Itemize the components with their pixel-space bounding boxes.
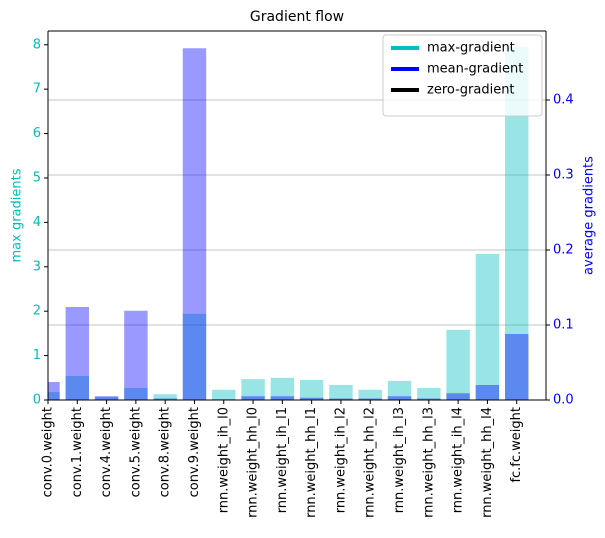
bar: [417, 398, 441, 400]
x-tick-label: rnn.weight_hh_l1: [304, 407, 319, 518]
legend-box: [382, 34, 543, 117]
bar: [212, 389, 236, 400]
bar: [446, 393, 470, 400]
x-tick-label: conv.0.weight: [41, 407, 56, 497]
y2-tick-label: 0.3: [553, 168, 574, 183]
grid: [48, 99, 546, 401]
y2-tick-label: 0.2: [553, 243, 574, 258]
bar: [475, 253, 500, 400]
y2-tick-label: 0.4: [553, 93, 574, 108]
chart-title: Gradient flow: [250, 9, 344, 25]
bar: [270, 396, 295, 400]
x-tick-label: conv.4.weight: [99, 407, 114, 497]
y-tick-label: 5: [33, 170, 41, 185]
y-tick-label: 0: [33, 393, 41, 408]
bar: [387, 396, 412, 400]
bar: [387, 380, 412, 400]
x-tick-label: rnn.weight_ih_l4: [451, 407, 466, 513]
bar: [329, 384, 353, 400]
y2-tick-label: 0.1: [553, 318, 574, 333]
y2-axis-label: average gradients: [582, 156, 597, 275]
bar: [299, 397, 324, 400]
x-tick-label: rnn.weight_ih_l0: [216, 407, 231, 513]
x-tick-label: conv.8.weight: [158, 407, 173, 497]
bar: [475, 385, 500, 400]
bar: [182, 313, 207, 400]
bar: [182, 48, 207, 400]
y-axis-label: max gradients: [10, 168, 25, 262]
x-tick-label: conv.5.weight: [128, 407, 143, 497]
y-tick-label: 7: [33, 82, 41, 97]
bar: [504, 334, 529, 400]
bar: [241, 396, 265, 400]
legend-label: zero-gradient: [427, 83, 515, 98]
x-tick-label: rnn.weight_hh_l3: [421, 407, 436, 518]
legend-label: mean-gradient: [427, 62, 523, 77]
x-tick-label: rnn.weight_ih_l1: [275, 407, 290, 513]
bar: [358, 398, 382, 400]
bar: [417, 388, 441, 400]
legend-label: max-gradient: [427, 41, 515, 56]
bar: [94, 396, 119, 400]
bar: [153, 398, 177, 400]
bar: [270, 377, 295, 400]
x-tick-label: rnn.weight_ih_l2: [333, 407, 348, 513]
y-tick-label: 6: [33, 126, 41, 141]
x-tick-label: rnn.weight_hh_l2: [363, 407, 378, 518]
x-tick-label: rnn.weight_hh_l4: [480, 407, 495, 518]
bar: [504, 46, 529, 400]
y-tick-label: 3: [33, 259, 41, 274]
bar: [65, 307, 90, 400]
y2-tick-label: 0.0: [553, 393, 574, 408]
bar: [299, 380, 324, 400]
y-tick-label: 2: [33, 304, 41, 319]
bar: [124, 310, 148, 400]
y-tick-label: 8: [33, 37, 41, 52]
bars: [48, 46, 529, 400]
bar: [48, 392, 60, 400]
bar: [446, 329, 470, 400]
y-tick-label: 1: [33, 348, 41, 363]
x-tick-label: rnn.weight_ih_l3: [392, 407, 407, 513]
y-tick-label: 4: [33, 215, 41, 230]
bar: [124, 388, 148, 400]
bar: [241, 379, 265, 400]
x-tick-label: rnn.weight_hh_l0: [246, 407, 261, 518]
bar: [65, 376, 90, 400]
bar: [329, 398, 353, 400]
x-tick-label: conv.9.weight: [187, 407, 202, 497]
x-tick-label: fc.fc.weight: [509, 407, 524, 483]
bar: [153, 394, 177, 400]
bar: [48, 382, 60, 400]
bar: [94, 396, 119, 400]
bar: [358, 389, 382, 400]
x-tick-label: conv.1.weight: [70, 407, 85, 497]
axes: 0 1 2 3 4 5 6 7 8 0.0 0.1 0.2 0.3 0.4 conv.0.weight con…: [10, 30, 597, 518]
